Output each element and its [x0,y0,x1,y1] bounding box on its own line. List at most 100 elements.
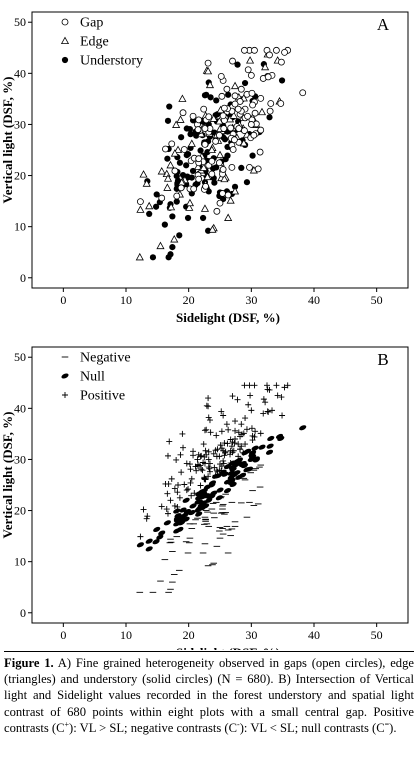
positive-point [251,382,258,389]
y-tick-label: 30 [14,452,26,466]
positive-point [194,456,201,463]
positive-point [218,408,225,415]
panel-a-legend: Gap Edge Understory [60,16,143,69]
positive-point [232,418,239,425]
gap-point [267,100,275,107]
understory-point [178,134,185,141]
gap-point [257,126,265,134]
positive-point [220,412,227,419]
positive-point [205,403,212,410]
positive-point [213,467,220,474]
understory-point [231,183,239,190]
legend-marker-null [61,373,69,379]
null-point [158,530,166,536]
caption-divider [4,651,414,652]
positive-point [231,440,238,447]
gap-point [168,140,176,148]
null-point [275,433,284,440]
panel-a-scatter-plot: 0 10 20 30 40 50 0 10 20 30 40 50 Sidelight (DSF, %)… [0,11,409,325]
null-point [153,526,161,533]
y-tick-label: 20 [14,504,26,518]
positive-point [235,429,242,436]
null-point [136,542,144,548]
positive-point [199,467,206,474]
positive-point [164,510,171,517]
positive-point [173,456,180,463]
gap-point [204,59,212,67]
positive-point [186,461,193,468]
positive-point [262,399,269,406]
x-tick-label: 30 [245,628,257,642]
positive-point [171,502,178,509]
positive-point [269,407,276,414]
gap-point [229,146,237,153]
positive-point [224,440,231,447]
understory-point [165,254,172,261]
understory-point [149,254,157,261]
positive-point [220,457,227,464]
gap-point [218,92,226,100]
gap-point [216,199,224,207]
edge-point [172,120,181,128]
gap-point [217,73,225,80]
positive-point [188,492,195,499]
understory-point [225,91,232,98]
y-tick-label: 40 [14,66,26,80]
edge-point [209,114,218,122]
edge-point [187,139,196,147]
y-axis-label: Vertical light (DSF, %) [0,412,15,539]
gap-point [250,131,258,139]
null-point [235,457,243,463]
gap-point [173,192,181,200]
gap-point [215,159,223,167]
gap-point [241,46,248,54]
understory-point [176,159,183,166]
null-point [267,435,275,442]
positive-point [206,465,213,472]
positive-point [241,382,248,389]
legend-marker-understory [61,56,69,64]
understory-point [153,191,160,198]
edge-point [257,107,267,116]
positive-point [218,445,225,452]
positive-point [198,466,205,473]
gap-point [201,140,209,148]
positive-point [206,417,213,424]
caption-fragment: A) Fine grained heterogeneity observed i… [4,656,414,735]
positive-point [206,460,213,467]
understory-point [213,97,220,104]
positive-point [137,533,144,540]
caption-fragment: ). [389,720,397,735]
positive-point [202,447,209,454]
gap-point [246,163,253,171]
gap-point [281,48,288,56]
positive-point [201,476,208,483]
gap-point [266,107,274,115]
positive-point [246,382,253,389]
understory-point [173,172,180,180]
edge-point [145,201,154,210]
positive-point [197,482,204,489]
y-tick-label: 0 [20,606,26,620]
null-point [156,534,164,540]
understory-point [173,198,180,205]
positive-point [201,427,208,434]
gap-point [202,182,209,190]
gap-point [241,127,248,134]
null-point [219,469,227,475]
null-point [244,448,252,454]
x-tick-label: 0 [60,628,66,642]
gap-point [231,136,238,144]
y-tick-label: 30 [14,117,26,131]
legend-entry-edge: Edge [60,35,109,50]
positive-point [181,481,188,488]
gap-point [244,112,251,120]
understory-point [146,210,153,217]
gap-point [264,73,272,81]
understory-point [243,179,251,186]
positive-point [260,410,267,417]
positive-point [205,464,212,471]
edge-point [142,179,151,187]
positive-point [237,446,244,453]
legend-label-positive: Positive [80,389,125,404]
